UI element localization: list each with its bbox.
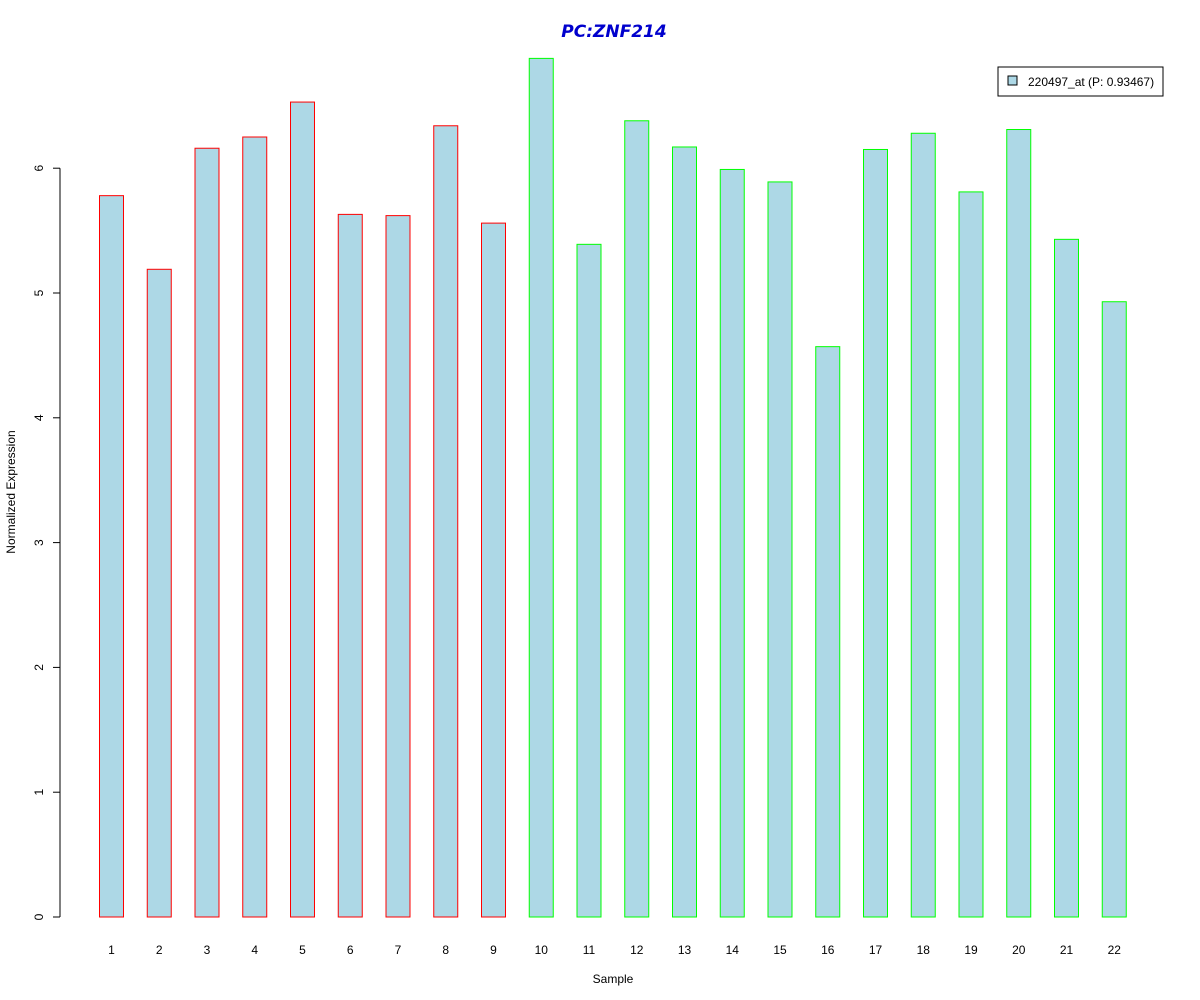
y-axis-label: Normalized Expression <box>4 430 18 553</box>
legend-box <box>997 66 1164 97</box>
x-tick-label: 15 <box>773 943 787 957</box>
bar-sample-6 <box>337 213 363 918</box>
bar-sample-21 <box>1054 238 1079 918</box>
x-tick-label: 14 <box>726 943 740 957</box>
x-tick-label: 12 <box>630 943 644 957</box>
bar-sample-15 <box>767 181 793 918</box>
bar-sample-7 <box>385 215 411 918</box>
x-tick-label: 1 <box>108 943 115 957</box>
x-tick-label: 9 <box>490 943 497 957</box>
bar-sample-8 <box>433 125 459 918</box>
bar-sample-19 <box>958 191 984 918</box>
x-tick-labels: 1 2 3 4 5 6 7 8 9 10 11 12 13 14 15 16 17 18 19 20 21 22 <box>108 943 1121 957</box>
y-tick-label: 5 <box>32 289 46 296</box>
bar-sample-4 <box>242 136 268 918</box>
x-tick-label: 19 <box>964 943 978 957</box>
legend: 220497_at (P: 0.93467) <box>997 66 1164 97</box>
y-axis: 0 1 2 3 4 5 6 <box>32 165 61 920</box>
chart-title: PC:ZNF214 <box>561 22 666 42</box>
y-tick-label: 1 <box>32 789 46 796</box>
x-tick-label: 11 <box>583 943 596 957</box>
bar-sample-9 <box>481 222 506 918</box>
bars-group <box>99 57 1127 918</box>
bar-sample-13 <box>672 146 697 918</box>
y-tick-label: 0 <box>32 913 46 920</box>
x-tick-label: 21 <box>1060 943 1074 957</box>
x-tick-label: 10 <box>535 943 549 957</box>
x-tick-label: 20 <box>1012 943 1026 957</box>
bar-sample-14 <box>719 168 745 918</box>
bar-sample-10 <box>528 57 554 918</box>
bar-sample-12 <box>624 120 650 918</box>
x-tick-label: 6 <box>347 943 354 957</box>
x-tick-label: 2 <box>156 943 163 957</box>
x-tick-label: 16 <box>821 943 835 957</box>
bar-sample-22 <box>1101 301 1127 918</box>
bar-sample-11 <box>576 243 602 918</box>
bar-sample-16 <box>815 346 841 918</box>
bar-sample-2 <box>146 268 172 918</box>
x-tick-label: 5 <box>299 943 306 957</box>
bar-sample-5 <box>290 101 315 918</box>
y-tick-label: 3 <box>32 539 46 546</box>
x-axis-label: Sample <box>593 972 634 986</box>
x-tick-label: 4 <box>251 943 258 957</box>
bar-sample-18 <box>910 132 936 918</box>
y-tick-label: 2 <box>32 664 46 671</box>
bar-sample-1 <box>99 195 124 918</box>
x-tick-label: 3 <box>204 943 211 957</box>
bar-sample-20 <box>1006 129 1032 918</box>
y-tick-label: 4 <box>32 414 46 421</box>
x-tick-label: 22 <box>1108 943 1122 957</box>
x-tick-label: 13 <box>678 943 692 957</box>
bar-sample-3 <box>194 147 220 918</box>
legend-label: 220497_at (P: 0.93467) <box>1028 75 1154 89</box>
y-tick-label: 6 <box>32 165 46 172</box>
legend-swatch <box>1007 75 1018 86</box>
x-tick-label: 8 <box>442 943 449 957</box>
x-tick-label: 7 <box>395 943 402 957</box>
x-tick-label: 17 <box>869 943 883 957</box>
bar-sample-17 <box>863 148 888 918</box>
x-tick-label: 18 <box>917 943 931 957</box>
